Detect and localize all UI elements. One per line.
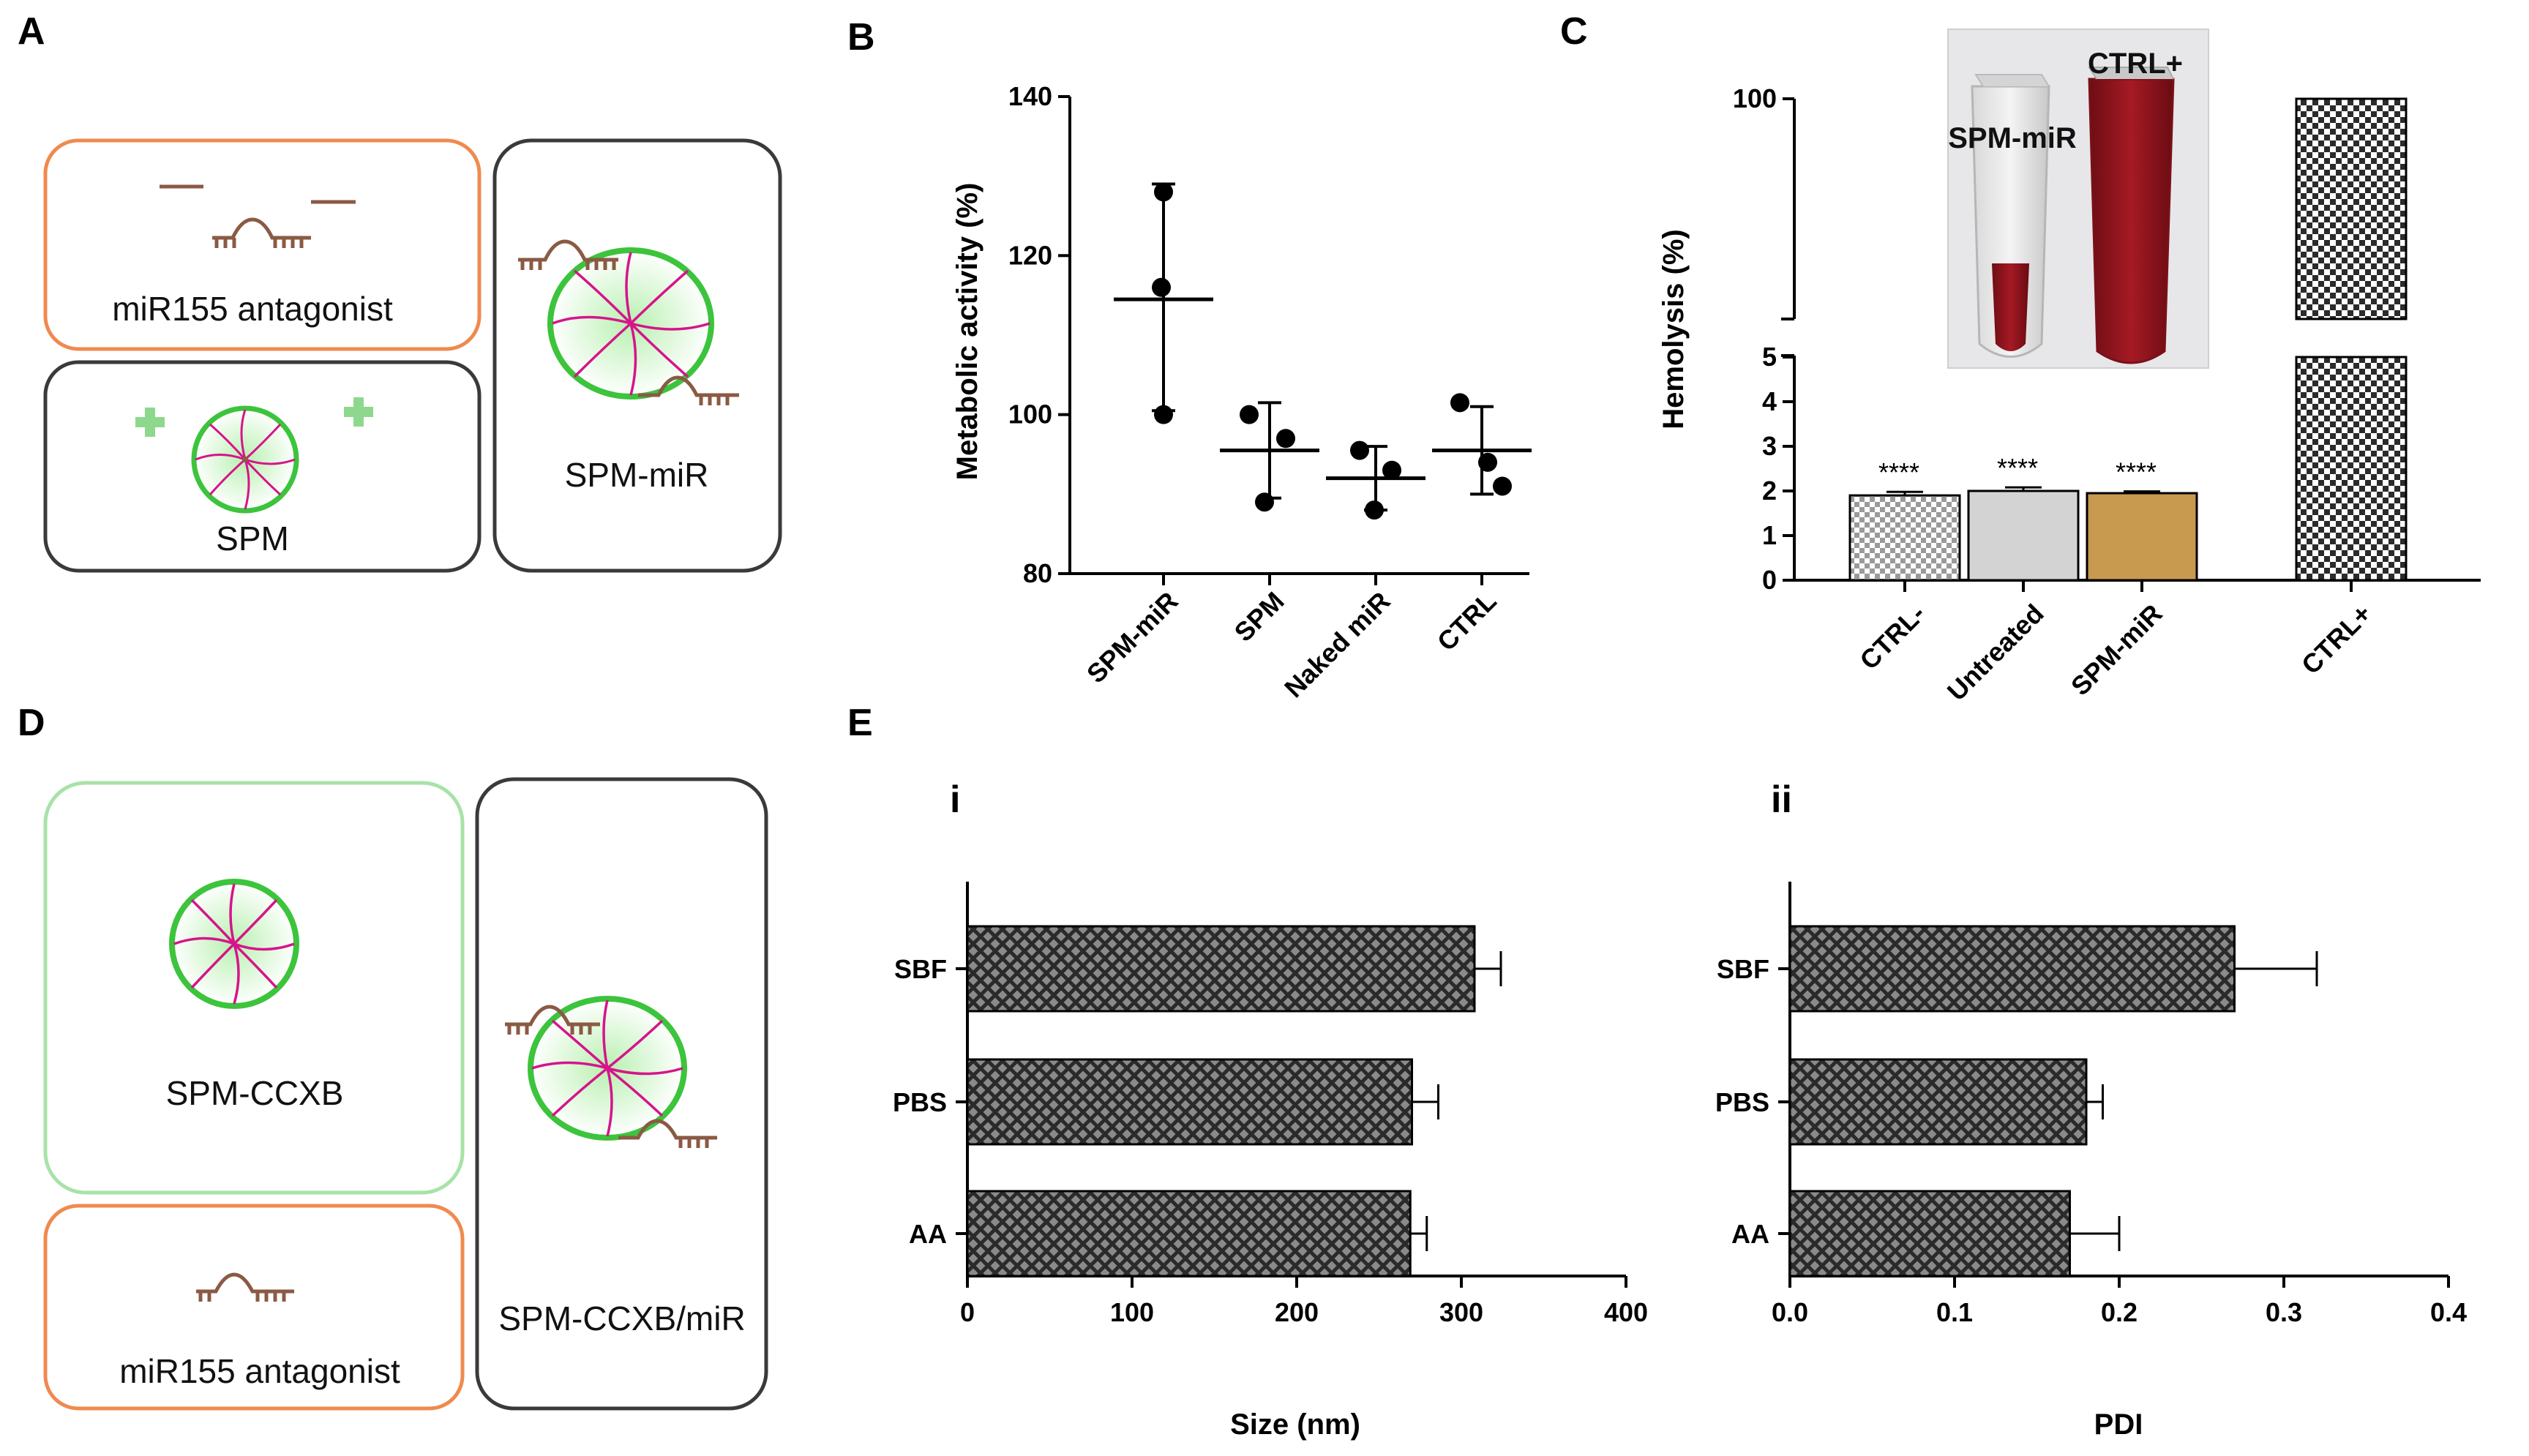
chart-c-significance: **** [1997,453,2038,483]
chart-e-ii-xtick-label: 0.3 [2266,1297,2302,1327]
chart-e-ii-bar [1788,1058,2088,1146]
chart-b-point [1240,405,1259,424]
chart-b-point [1478,452,1497,472]
chart-e-i-bar [966,1190,1412,1277]
chart-b: Metabolic activity (%) 140 120 100 80 SPM-mi… [951,81,1532,703]
chart-b-ytick-label: 120 [1008,240,1052,270]
spm-ccxb-mir-label: SPM-CCXB/miR [498,1299,745,1337]
micelle-ccxb-icon [169,879,299,1009]
chart-b-ytick-label: 140 [1008,81,1052,111]
chart-c-bar-lower [2295,356,2408,582]
antagonist-label: miR155 antagonist [112,290,393,328]
schematic-d: SPM-CCXB miR155 antagonist SPM-CCXB/miR [43,777,768,1411]
chart-b-point [1450,393,1469,413]
chart-e-i-xtick-label: 300 [1439,1297,1483,1327]
panel-label-e-ii: ii [1771,778,1792,821]
chart-c-ytick-label: 0 [1762,565,1777,595]
chart-b-point [1255,492,1274,512]
chart-c-ytick-label: 4 [1762,386,1777,416]
chart-e-ii-bar [1788,1190,2071,1277]
chart-b-point [1154,182,1173,202]
chart-e-ii-bar [1788,925,2236,1013]
chart-e-ii-ytick-label: AA [1731,1219,1769,1249]
spm-label: SPM [216,519,289,558]
chart-e-i: Size (nm) 0 100 200 300 400 SBF PBS AA [893,882,1648,1441]
chart-c-bar [2086,492,2198,582]
chart-b-ytick-label: 80 [1023,558,1052,588]
chart-e-ii-xtick-label: 0.1 [1936,1297,1973,1327]
chart-c-bar [1848,494,1961,582]
chart-c-xtick-label: CTRL- [1854,598,1930,675]
chart-c-bar-upper [2295,97,2408,320]
chart-e-i-xtick-label: 200 [1275,1297,1319,1327]
micelle-ccxb-mir-icon [505,996,717,1148]
chart-e-i-bar [966,925,1476,1013]
chart-b-point [1276,429,1295,449]
chart-c-significance: **** [2116,457,2157,487]
chart-e-ii-xtick-label: 0.4 [2430,1297,2467,1327]
chart-e-i-bar [966,1058,1413,1146]
chart-e-ii-ytick-label: PBS [1715,1087,1769,1117]
chart-e-i-ytick-label: AA [909,1219,947,1249]
photo-label-ctrl-plus: CTRL+ [2088,48,2183,80]
antagonist-label-d: miR155 antagonist [119,1352,400,1390]
panel-label-e-i: i [950,778,960,821]
antagonist-box-d [43,1204,465,1411]
chart-e-ii-xlabel: PDI [2094,1408,2143,1441]
chart-c-xtick-label: Untreated [1941,598,2050,707]
panel-label-b: B [847,16,875,59]
chart-e-ii: PDI 0.0 0.1 0.2 0.3 0.4 SBF PBS AA [1715,882,2467,1441]
panel-label-c: C [1560,10,1588,53]
chart-c-ytick-label: 5 [1762,342,1777,372]
spm-ccxb-label: SPM-CCXB [166,1074,344,1112]
chart-b-point [1152,277,1171,297]
chart-e-i-xlabel: Size (nm) [1230,1408,1360,1441]
chart-c-ytick-label: 100 [1733,83,1777,113]
rna-strand-icon [160,184,356,248]
chart-b-xtick-label: CTRL [1431,586,1502,657]
panel-label-d: D [18,702,45,744]
chart-b-ylabel: Metabolic activity (%) [951,183,984,481]
chart-e-i-xtick-label: 100 [1110,1297,1154,1327]
chart-b-point [1493,476,1512,496]
chart-c-ytick-label: 3 [1762,431,1777,461]
chart-e-i-xtick-label: 400 [1604,1297,1648,1327]
chart-e-i-ytick-label: SBF [894,954,947,984]
chart-c-xtick-label: SPM-miR [2065,598,2168,702]
chart-e-ii-xtick-label: 0.0 [1772,1297,1808,1327]
chart-c-xtick-label: CTRL+ [2296,598,2378,680]
chart-e-ii-ytick-label: SBF [1717,954,1769,984]
chart-b-ytick-label: 100 [1008,399,1052,429]
chart-b-xtick-label: SPM-miR [1081,586,1184,689]
rna-strand-icon-d [196,1272,294,1302]
chart-b-point [1365,500,1384,520]
chart-b-point [1154,405,1173,424]
chart-c-significance: **** [1878,457,1919,487]
chart-b-xtick-label: Naked miR [1278,586,1396,704]
chart-c: Hemolysis (%) SPM-miR CTRL+ 100 0 1 2 3 4 5 CTR… [1657,29,2481,706]
chart-e-i-ytick-label: PBS [893,1087,947,1117]
spm-mir-label: SPM-miR [565,456,709,494]
panel-label-e: E [847,702,873,744]
chart-b-point [1350,440,1369,460]
chart-b-point [1382,460,1401,480]
panel-label-a: A [18,10,45,53]
antagonist-box [43,138,482,351]
chart-b-xtick-label: SPM [1229,586,1290,648]
micelle-mir-icon [518,239,739,405]
chart-c-ytick-label: 1 [1762,520,1777,550]
chart-c-bar [1967,489,2080,582]
chart-c-ylabel: Hemolysis (%) [1657,229,1690,429]
chart-e-ii-xtick-label: 0.2 [2101,1297,2138,1327]
photo-label-spm-mir: SPM-miR [1948,122,2077,154]
chart-c-ytick-label: 2 [1762,476,1777,506]
chart-e-i-xtick-label: 0 [960,1297,975,1327]
micelle-icon [191,405,299,514]
schematic-a: miR155 antagonist SPM SPM-miR [43,138,782,573]
hemolysis-photo: SPM-miR CTRL+ [1947,29,2209,369]
